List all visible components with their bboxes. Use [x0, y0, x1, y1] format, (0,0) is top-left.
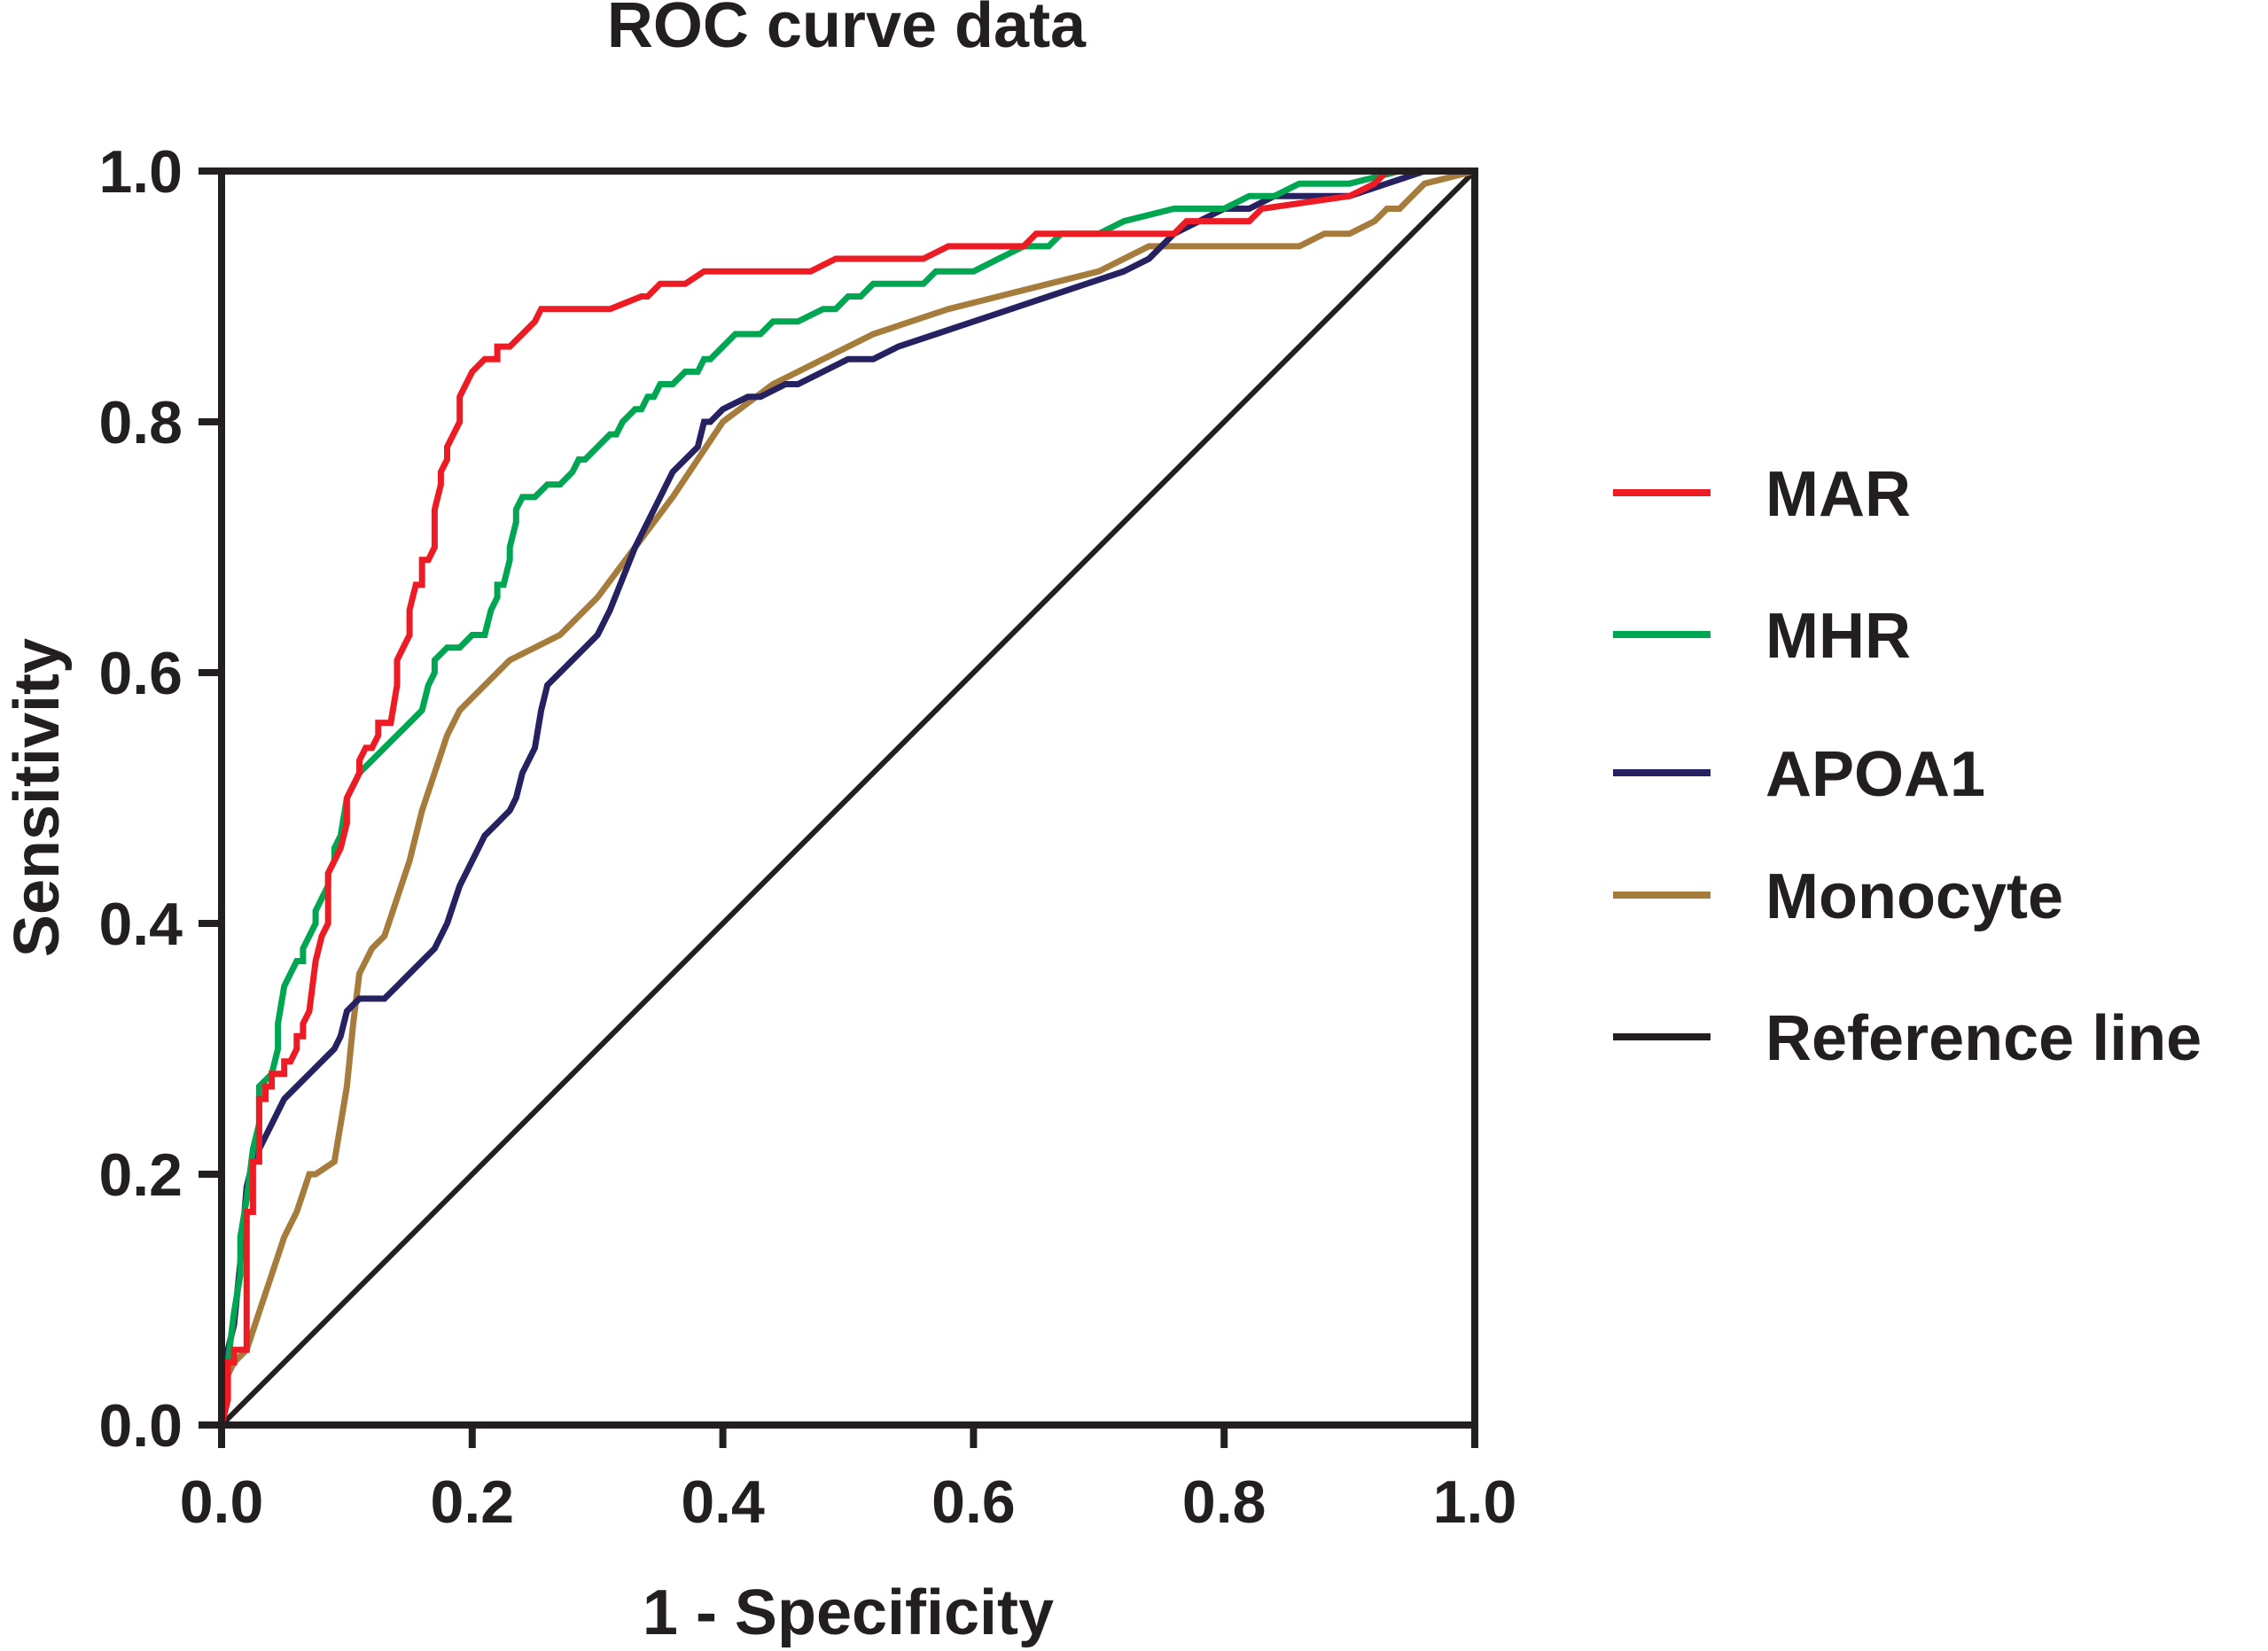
legend-label: Reference line: [1765, 1003, 2202, 1074]
legend-item-mhr: MHR: [1613, 601, 1911, 672]
plot-area: [218, 167, 1478, 1429]
x-tick-label: 0.8: [1182, 1468, 1266, 1536]
legend-label: MAR: [1765, 459, 1911, 530]
legend-item-mar: MAR: [1613, 459, 1911, 530]
y-axis: 0.0 0.2 0.4 0.6 0.8 1.0: [98, 138, 222, 1460]
legend-label: MHR: [1765, 601, 1911, 672]
legend-item-apoa1: APOA1: [1613, 739, 1985, 810]
y-tick-label: 0.0: [98, 1392, 183, 1460]
series-line-mhr: [218, 167, 1475, 1426]
x-axis: 0.0 0.2 0.4 0.6 0.8 1.0: [180, 1425, 1517, 1536]
x-axis-label: 1 - Specificity: [643, 1577, 1054, 1648]
x-tick-label: 0.6: [931, 1468, 1016, 1536]
x-tick-label: 0.0: [180, 1468, 264, 1536]
series-line-apoa1: [218, 167, 1475, 1426]
y-tick-label: 0.8: [98, 389, 183, 456]
legend: MAR MHR APOA1 Monocyte Reference line: [1613, 459, 2202, 1074]
legend-label: Monocyte: [1765, 861, 2063, 932]
x-tick-label: 1.0: [1433, 1468, 1517, 1536]
chart-title: ROC curve data: [607, 0, 1087, 61]
series-layer: [218, 167, 1477, 1428]
legend-label: APOA1: [1765, 739, 1985, 810]
series-line-monocyte: [218, 167, 1476, 1426]
y-tick-label: 1.0: [98, 138, 183, 206]
x-tick-label: 0.2: [431, 1468, 515, 1536]
legend-item-reference-line: Reference line: [1613, 1003, 2202, 1074]
y-tick-label: 0.6: [98, 640, 183, 707]
y-tick-label: 0.2: [98, 1141, 183, 1209]
y-axis-label: Sensitivity: [2, 638, 73, 957]
series-line-mar: [218, 167, 1475, 1426]
y-tick-label: 0.4: [98, 891, 183, 958]
legend-item-monocyte: Monocyte: [1613, 861, 2063, 932]
plot-frame: [218, 167, 1478, 1429]
series-line-reference-line: [219, 168, 1477, 1428]
x-tick-label: 0.4: [681, 1468, 765, 1536]
